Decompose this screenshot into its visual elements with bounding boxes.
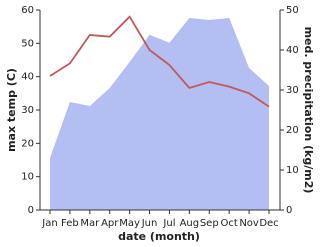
y-tick-label: 20 (21, 138, 34, 149)
x-tick-label: May (119, 218, 140, 229)
y2-tick-label: 30 (286, 85, 299, 96)
y-tick-label: 10 (21, 172, 34, 183)
y-tick-label: 60 (21, 5, 34, 16)
y2-tick-label: 50 (286, 5, 299, 16)
y-axis-label: max temp (C) (5, 68, 18, 152)
y-tick-label: 0 (28, 205, 34, 216)
x-tick-label: Jul (162, 218, 175, 229)
x-tick-label: Aug (180, 218, 200, 229)
x-tick-label: Sep (200, 218, 219, 229)
y-tick-label: 50 (21, 38, 34, 49)
y2-tick-label: 20 (286, 125, 299, 136)
x-axis-label: date (month) (118, 230, 200, 243)
y-tick-label: 30 (21, 105, 34, 116)
x-tick-label: Jan (41, 218, 57, 229)
x-tick-label: Apr (101, 218, 119, 229)
y-tick-label: 40 (21, 72, 34, 83)
x-tick-label: Jun (141, 218, 158, 229)
x-tick-label: Oct (221, 218, 238, 229)
precip-area (50, 18, 269, 210)
x-tick-label: Feb (61, 218, 79, 229)
y2-tick-label: 40 (286, 45, 299, 56)
x-tick-label: Dec (259, 218, 278, 229)
y2-tick-label: 0 (286, 205, 292, 216)
y2-tick-label: 10 (286, 165, 299, 176)
y2-axis-label: med. precipitation (kg/m2) (302, 27, 315, 194)
x-tick-label: Nov (239, 218, 259, 229)
temp-line (49, 15, 270, 108)
x-tick-label: Mar (80, 218, 100, 229)
